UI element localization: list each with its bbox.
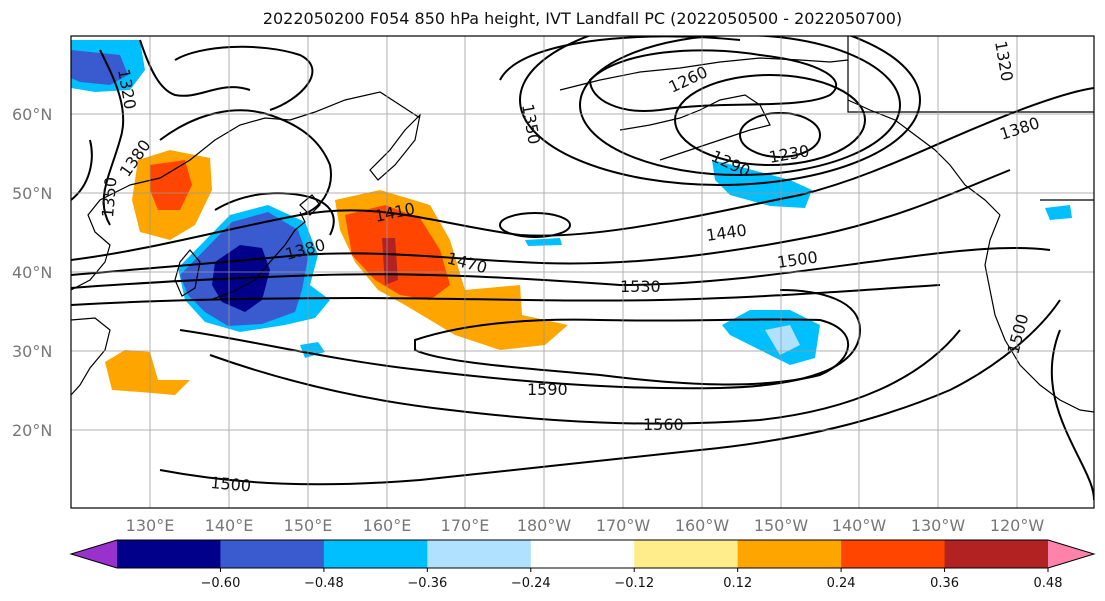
lon-label: 160°E <box>363 516 412 535</box>
colorbar-tick-label: −0.60 <box>201 576 241 591</box>
lon-label: 170°E <box>441 516 490 535</box>
contour-label: 1500 <box>210 473 252 495</box>
latitude-labels: 60°N 50°N 40°N 30°N 20°N <box>12 105 52 440</box>
longitude-labels: 130°E 140°E 150°E 160°E 170°E 180°W 170°… <box>126 516 1045 535</box>
positive-anomaly-region <box>150 160 192 210</box>
lon-label: 130°E <box>126 516 175 535</box>
lon-label: 150°E <box>284 516 333 535</box>
lat-label: 20°N <box>12 421 52 440</box>
colorbar-low-extension <box>71 540 117 568</box>
negative-anomaly-region <box>1045 205 1072 220</box>
colorbar-high-extension <box>1048 540 1094 568</box>
graticule <box>71 36 1094 508</box>
contour-label: 1350 <box>98 176 120 218</box>
lon-label: 140°W <box>832 516 887 535</box>
contour-label: 1560 <box>643 415 684 434</box>
lon-label: 180°W <box>517 516 572 535</box>
lon-label: 150°W <box>754 516 809 535</box>
contour-label: 1590 <box>527 380 568 399</box>
colorbar-tick-label: −0.12 <box>614 576 654 591</box>
colorbar-tick-label: −0.36 <box>407 576 447 591</box>
lon-label: 120°W <box>990 516 1045 535</box>
contour-label: 1530 <box>620 277 661 296</box>
lat-label: 50°N <box>12 184 52 203</box>
colorbar-cell <box>737 540 842 568</box>
lat-label: 40°N <box>12 263 52 282</box>
positive-anomaly-region <box>382 238 398 285</box>
positive-anomaly-region <box>345 205 450 300</box>
map-title: 2022050200 F054 850 hPa height, IVT Land… <box>262 9 903 28</box>
map-frame <box>70 35 1095 509</box>
colorbar: −0.60 −0.48 −0.36 −0.24 −0.12 0.12 0.24 0.36 0.4… <box>69 539 1096 591</box>
negative-anomaly-region <box>300 342 325 358</box>
colorbar-cell <box>530 540 635 568</box>
colorbar-cell <box>634 540 739 568</box>
lon-label: 140°E <box>205 516 254 535</box>
colorbar-cell <box>427 540 532 568</box>
colorbar-tick-label: 0.48 <box>1034 576 1063 591</box>
positive-anomaly-region <box>105 350 190 395</box>
lon-label: 170°W <box>596 516 651 535</box>
lat-label: 30°N <box>12 342 52 361</box>
lat-label: 60°N <box>12 105 52 124</box>
negative-anomaly-region <box>71 50 128 85</box>
colorbar-cell <box>944 540 1049 568</box>
colorbar-tick-label: 0.12 <box>723 576 752 591</box>
colorbar-cell <box>220 540 325 568</box>
colorbar-tick-label: −0.24 <box>511 576 551 591</box>
colorbar-tick-label: −0.48 <box>304 576 344 591</box>
negative-anomaly-region <box>765 325 800 355</box>
lon-label: 130°W <box>911 516 966 535</box>
colorbar-tick-label: 0.24 <box>827 576 856 591</box>
colorbar-tick-label: 0.36 <box>930 576 959 591</box>
colorbar-cell <box>117 540 221 568</box>
colorbar-cell <box>841 540 946 568</box>
lon-label: 160°W <box>675 516 730 535</box>
colorbar-cell <box>323 540 428 568</box>
